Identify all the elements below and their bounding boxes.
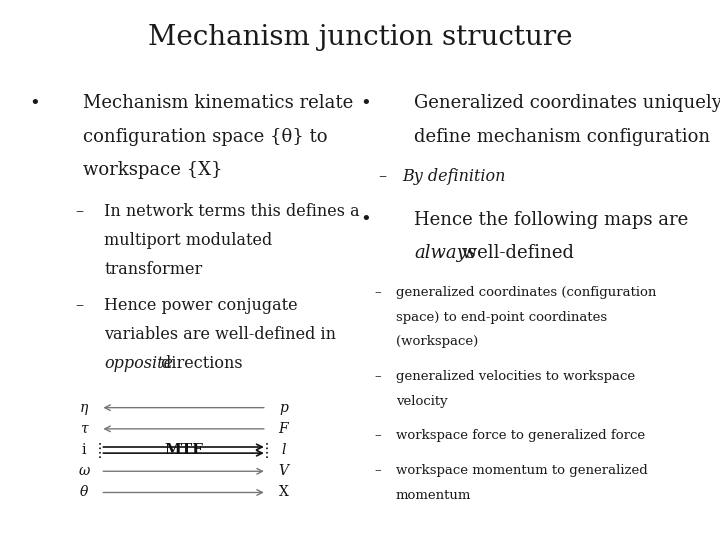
Text: p: p	[279, 401, 288, 415]
Text: variables are well-defined in: variables are well-defined in	[104, 326, 336, 343]
Text: generalized velocities to workspace: generalized velocities to workspace	[396, 370, 635, 383]
Text: •: •	[360, 94, 371, 112]
Text: •: •	[29, 94, 40, 112]
Text: Mechanism junction structure: Mechanism junction structure	[148, 24, 572, 51]
Text: workspace force to generalized force: workspace force to generalized force	[396, 429, 645, 442]
Text: –: –	[378, 168, 386, 185]
Text: –: –	[374, 429, 381, 442]
Text: opposite: opposite	[104, 355, 174, 372]
Text: By definition: By definition	[402, 168, 505, 185]
Text: configuration space {θ} to: configuration space {θ} to	[83, 128, 328, 146]
Text: Mechanism kinematics relate: Mechanism kinematics relate	[83, 94, 353, 112]
Text: define mechanism configuration: define mechanism configuration	[414, 128, 710, 146]
Text: transformer: transformer	[104, 261, 202, 278]
Text: generalized coordinates (configuration: generalized coordinates (configuration	[396, 286, 657, 299]
Text: Hence power conjugate: Hence power conjugate	[104, 297, 298, 314]
Text: well-defined: well-defined	[456, 244, 574, 262]
Text: θ: θ	[80, 485, 88, 500]
Text: –: –	[374, 464, 381, 477]
Text: Hence the following maps are: Hence the following maps are	[414, 211, 688, 228]
Text: •: •	[360, 211, 371, 228]
Text: –: –	[76, 297, 84, 314]
Text: workspace momentum to generalized: workspace momentum to generalized	[396, 464, 648, 477]
Text: always: always	[414, 244, 476, 262]
Text: velocity: velocity	[396, 395, 448, 408]
Text: X: X	[279, 485, 288, 500]
Text: MTF: MTF	[164, 443, 203, 457]
Text: V: V	[279, 464, 289, 478]
Text: multiport modulated: multiport modulated	[104, 232, 273, 249]
Text: In network terms this defines a: In network terms this defines a	[104, 203, 360, 220]
Text: l: l	[281, 443, 286, 457]
Text: (workspace): (workspace)	[396, 335, 478, 348]
Text: τ: τ	[80, 422, 88, 436]
Text: Generalized coordinates uniquely: Generalized coordinates uniquely	[414, 94, 720, 112]
Text: ω: ω	[78, 464, 89, 478]
Text: space) to end-point coordinates: space) to end-point coordinates	[396, 310, 607, 323]
Text: momentum: momentum	[396, 489, 472, 502]
Text: –: –	[76, 203, 84, 220]
Text: workspace {X}: workspace {X}	[83, 161, 222, 179]
Text: i: i	[81, 443, 86, 457]
Text: directions: directions	[156, 355, 243, 372]
Text: η: η	[80, 401, 88, 415]
Text: –: –	[374, 286, 381, 299]
Text: –: –	[374, 370, 381, 383]
Text: F: F	[279, 422, 288, 436]
